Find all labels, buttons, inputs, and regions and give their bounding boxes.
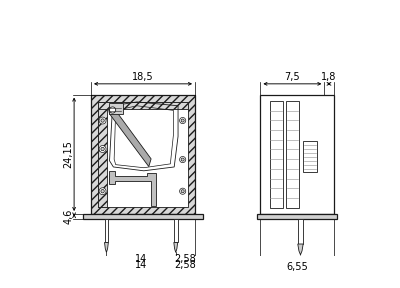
Circle shape	[181, 190, 184, 193]
Polygon shape	[298, 244, 303, 255]
Bar	[303, 141, 317, 172]
Circle shape	[99, 188, 106, 195]
Text: 14: 14	[135, 260, 147, 270]
Circle shape	[180, 188, 186, 194]
Bar	[270, 101, 283, 208]
Circle shape	[181, 119, 184, 122]
Bar	[91, 95, 195, 214]
Bar	[286, 101, 299, 208]
Text: 2,58: 2,58	[174, 254, 196, 264]
Text: 24,15: 24,15	[64, 140, 74, 168]
Polygon shape	[109, 171, 156, 206]
Text: 2,58: 2,58	[174, 260, 196, 270]
Circle shape	[101, 147, 104, 151]
Circle shape	[99, 117, 106, 124]
Text: 7,5: 7,5	[284, 71, 300, 82]
Bar	[98, 102, 188, 109]
Circle shape	[101, 119, 104, 122]
Polygon shape	[104, 242, 108, 253]
Circle shape	[110, 107, 116, 113]
Text: 4,6: 4,6	[64, 209, 74, 224]
Bar	[174, 219, 178, 242]
Bar	[98, 102, 188, 207]
Text: 1,8: 1,8	[321, 71, 337, 82]
Bar	[298, 219, 303, 244]
Text: 14: 14	[135, 254, 147, 264]
Bar	[83, 214, 203, 219]
Bar	[109, 103, 123, 114]
Polygon shape	[109, 109, 151, 166]
Text: 18,5: 18,5	[132, 71, 154, 82]
Polygon shape	[174, 242, 178, 253]
Bar	[260, 95, 334, 214]
Bar	[98, 102, 107, 207]
Circle shape	[99, 145, 106, 152]
Circle shape	[181, 158, 184, 161]
Circle shape	[180, 156, 186, 163]
Circle shape	[101, 190, 104, 193]
Bar	[104, 219, 108, 242]
Circle shape	[180, 118, 186, 124]
Bar	[256, 214, 338, 219]
Text: 6,55: 6,55	[286, 262, 308, 272]
